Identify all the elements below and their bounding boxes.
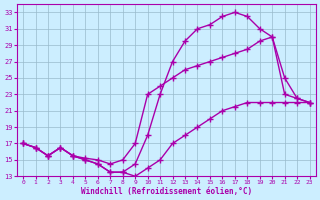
X-axis label: Windchill (Refroidissement éolien,°C): Windchill (Refroidissement éolien,°C) [81, 187, 252, 196]
